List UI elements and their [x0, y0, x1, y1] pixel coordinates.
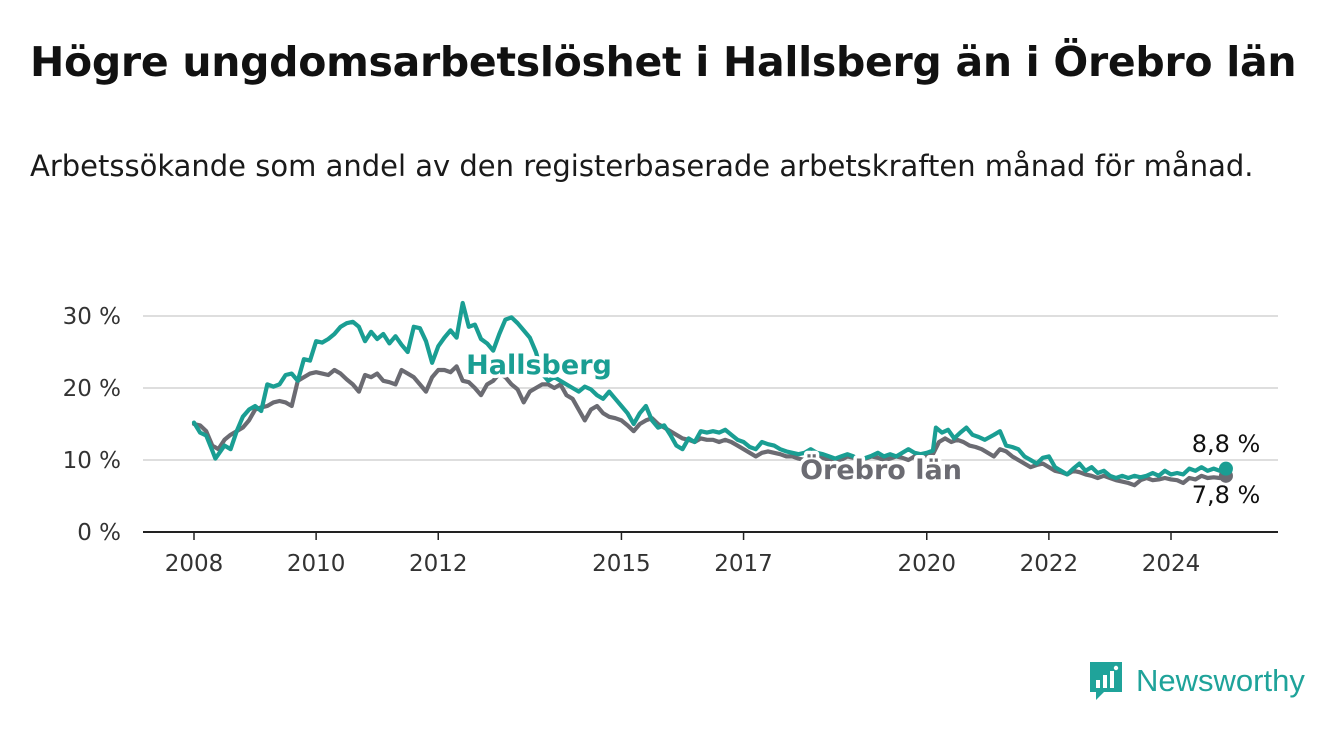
series-label-hallsberg: Hallsberg	[466, 350, 612, 381]
y-tick-label: 20 %	[63, 376, 121, 402]
series-line-orebro	[191, 364, 1229, 488]
end-value-label-hallsberg: 8,8 %	[1192, 430, 1261, 458]
y-axis-ticks: 0 % 10 % 20 % 30 %	[63, 304, 121, 546]
series-line-hallsberg	[191, 300, 1229, 481]
series-end-dot-hallsberg	[1218, 461, 1233, 476]
series-lines	[191, 300, 1233, 488]
end-value-label-orebro: 7,8 %	[1192, 481, 1261, 509]
x-tick-label: 2020	[897, 551, 956, 577]
x-axis-ticks: 2008 2010 2012 2015 2017 2020 2022 2024	[165, 532, 1201, 577]
x-tick-label: 2010	[287, 551, 346, 577]
x-tick-label: 2015	[592, 551, 651, 577]
newsworthy-brand: Newsworthy	[1088, 660, 1305, 702]
y-tick-label: 30 %	[63, 304, 121, 330]
chart-subtitle: Arbetssökande som andel av den registerb…	[30, 149, 1254, 183]
x-tick-label: 2012	[409, 551, 468, 577]
chart-title: Högre ungdomsarbetslöshet i Hallsberg än…	[30, 38, 1297, 86]
x-tick-label: 2017	[714, 551, 773, 577]
y-tick-label: 10 %	[63, 448, 121, 474]
x-tick-label: 2024	[1142, 551, 1201, 577]
brand-name: Newsworthy	[1136, 663, 1305, 698]
x-tick-label: 2008	[165, 551, 224, 577]
series-labels: Hallsberg Örebro län 8,8 % 7,8 %	[463, 347, 1261, 510]
newsworthy-logo-icon	[1090, 662, 1122, 700]
grid-lines	[143, 315, 1278, 533]
y-tick-label: 0 %	[77, 520, 121, 546]
series-label-orebro: Örebro län	[800, 453, 962, 486]
x-tick-label: 2022	[1020, 551, 1079, 577]
